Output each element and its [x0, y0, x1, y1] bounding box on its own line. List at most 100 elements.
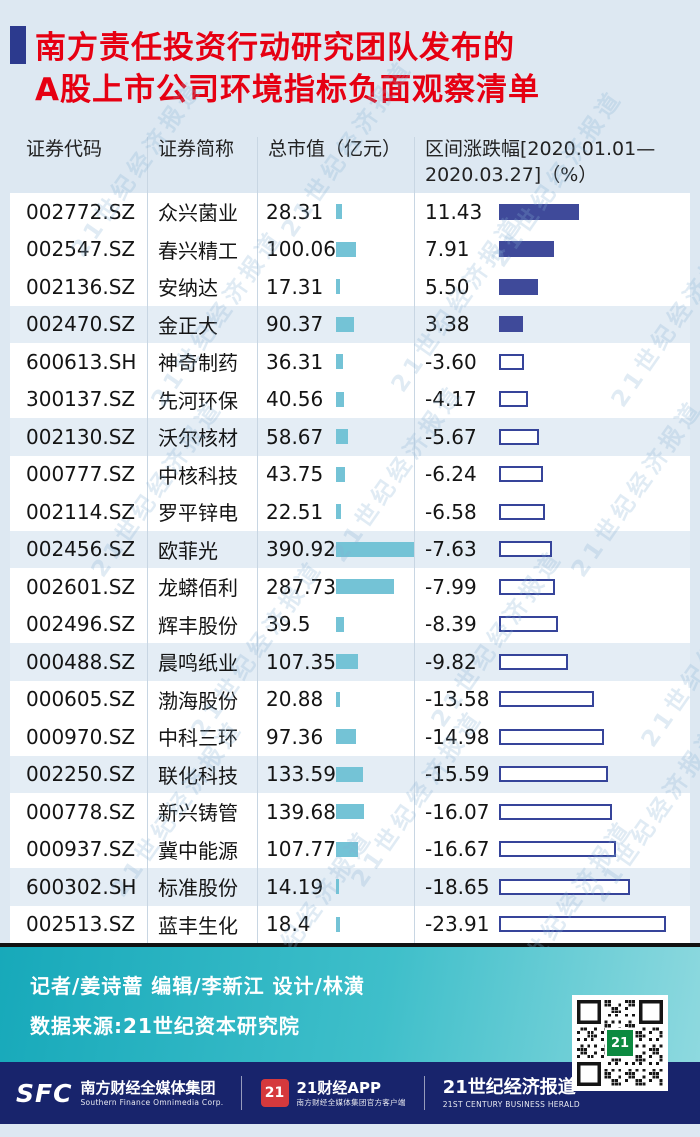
change-cell: 5.50: [415, 268, 690, 306]
table-row: 000778.SZ 新兴铸管 139.68 -16.07: [10, 793, 690, 831]
market-cap-bar: [336, 579, 394, 595]
market-cap-cell: 20.88: [258, 680, 415, 718]
change-value: -9.82: [425, 649, 477, 674]
table-row: 600613.SH 神奇制药 36.31 -3.60: [10, 343, 690, 381]
security-name: 众兴菌业: [148, 193, 258, 231]
change-value: -15.59: [425, 762, 490, 787]
table-row: 002496.SZ 辉丰股份 39.5 -8.39: [10, 605, 690, 644]
change-cell: -23.91: [415, 906, 690, 944]
market-cap-bar: [336, 841, 358, 857]
change-value: -7.63: [425, 537, 477, 562]
header-security-code: 证券代码: [10, 137, 148, 193]
security-code: 000488.SZ: [10, 643, 148, 681]
sfc-logo: SFC: [16, 1078, 73, 1108]
market-cap-bar: [336, 766, 363, 782]
change-cell: -6.24: [415, 456, 690, 494]
market-cap-cell: 287.73: [258, 568, 415, 606]
market-cap-cell: 39.5: [258, 605, 415, 643]
market-cap-cell: 17.31: [258, 268, 415, 306]
change-value: -13.58: [425, 687, 490, 712]
security-code: 002130.SZ: [10, 418, 148, 456]
change-value: -16.07: [425, 799, 490, 824]
market-cap-cell: 107.35: [258, 643, 415, 681]
security-name: 冀中能源: [148, 830, 258, 868]
table-row: 002114.SZ 罗平锌电 22.51 -6.58: [10, 493, 690, 531]
security-code: 000777.SZ: [10, 455, 148, 493]
qr-code: 21: [572, 995, 668, 1091]
page-title-line1: 南方责任投资行动研究团队发布的: [35, 30, 515, 66]
table-row: 000605.SZ 渤海股份 20.88 -13.58: [10, 680, 690, 718]
qr-center-badge: 21: [605, 1028, 635, 1058]
market-cap-bar: [336, 504, 341, 520]
brand-herald-text: 21世纪经济报道 21ST CENTURY BUSINESS HERALD: [443, 1077, 580, 1109]
market-cap-bar: [336, 429, 348, 445]
table-rows: 002772.SZ 众兴菌业 28.31 11.43 002547.SZ 春兴精工 100.…: [10, 193, 690, 943]
market-cap-value: 139.68: [266, 799, 336, 824]
market-cap-cell: 14.19: [258, 868, 415, 906]
table-row: 002772.SZ 众兴菌业 28.31 11.43: [10, 193, 690, 231]
change-bar: [499, 616, 558, 633]
change-cell: -16.07: [415, 793, 690, 831]
market-cap-value: 133.59: [266, 762, 336, 787]
market-cap-cell: 390.92: [258, 530, 415, 568]
table-row: 002513.SZ 蓝丰生化 18.4 -23.91: [10, 905, 690, 944]
market-cap-bar: [336, 691, 341, 707]
security-code: 600302.SH: [10, 868, 148, 906]
change-cell: -4.17: [415, 381, 690, 419]
table-header: 证券代码 证券简称 总市值（亿元） 区间涨跌幅[2020.01.01— 2020…: [10, 125, 690, 193]
security-name: 辉丰股份: [148, 605, 258, 643]
table-row: 002250.SZ 联化科技 133.59 -15.59: [10, 755, 690, 793]
change-cell: -7.63: [415, 531, 690, 569]
change-bar: [499, 691, 595, 708]
market-cap-cell: 107.77: [258, 830, 415, 868]
market-cap-cell: 90.37: [258, 305, 415, 343]
header-change-range-line1: 区间涨跌幅[2020.01.01—: [425, 138, 656, 160]
market-cap-value: 22.51: [266, 499, 324, 524]
market-cap-value: 40.56: [266, 387, 324, 412]
change-value: -6.58: [425, 499, 477, 524]
brand-band: SFC 南方财经全媒体集团 Southern Finance Omnimedia…: [0, 1062, 700, 1124]
security-name: 先河环保: [148, 380, 258, 418]
market-cap-bar: [336, 541, 415, 557]
table-row: 000970.SZ 中科三环 97.36 -14.98: [10, 718, 690, 756]
security-name: 晨鸣纸业: [148, 643, 258, 681]
security-name: 欧菲光: [148, 530, 258, 568]
table-row: 300137.SZ 先河环保 40.56 -4.17: [10, 380, 690, 419]
brand-21-app: 21 21财经APP 南方财经全媒体集团官方客户端: [260, 1078, 406, 1107]
change-bar: [499, 316, 523, 333]
change-value: -16.67: [425, 837, 490, 862]
security-code: 002250.SZ: [10, 755, 148, 793]
change-value: -14.98: [425, 724, 490, 749]
change-bar: [499, 728, 604, 745]
market-cap-value: 43.75: [266, 462, 324, 487]
security-name: 蓝丰生化: [148, 905, 258, 943]
21-app-name: 21财经APP: [296, 1078, 381, 1097]
security-code: 600613.SH: [10, 343, 148, 381]
security-name: 渤海股份: [148, 680, 258, 718]
change-bar: [499, 766, 609, 783]
table-row: 000777.SZ 中核科技 43.75 -6.24: [10, 455, 690, 494]
change-cell: -16.67: [415, 831, 690, 869]
table-row: 002136.SZ 安纳达 17.31 5.50: [10, 268, 690, 306]
security-name: 春兴精工: [148, 230, 258, 268]
21-app-subtitle: 南方财经全媒体集团官方客户端: [296, 1097, 406, 1107]
change-bar: [499, 278, 538, 295]
market-cap-cell: 18.4: [258, 905, 415, 943]
change-cell: -9.82: [415, 643, 690, 681]
table-bottom-rule: [0, 943, 700, 947]
security-code: 002114.SZ: [10, 493, 148, 531]
herald-subtitle: 21ST CENTURY BUSINESS HERALD: [442, 1099, 580, 1109]
change-cell: -8.39: [415, 606, 690, 644]
market-cap-value: 14.19: [266, 874, 324, 899]
security-name: 金正大: [148, 305, 258, 343]
header-market-cap: 总市值（亿元）: [258, 137, 415, 193]
market-cap-value: 36.31: [266, 349, 324, 374]
security-code: 000970.SZ: [10, 718, 148, 756]
market-cap-cell: 133.59: [258, 755, 415, 793]
security-code: 000605.SZ: [10, 680, 148, 718]
change-value: -18.65: [425, 874, 490, 899]
market-cap-value: 107.35: [266, 649, 336, 674]
market-cap-cell: 58.67: [258, 418, 415, 456]
market-cap-value: 107.77: [266, 837, 336, 862]
change-value: -8.39: [425, 612, 477, 637]
